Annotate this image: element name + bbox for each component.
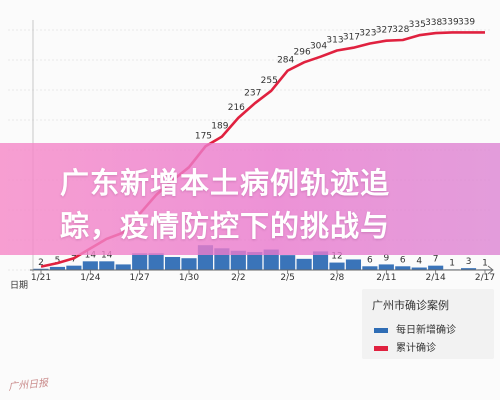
daily-bar [312,251,329,270]
daily-bar [164,256,181,270]
cumulative-label: 328 [392,25,409,35]
daily-bar-label: 2 [38,258,44,268]
daily-bar [148,253,164,270]
x-tick-label: 2/5 [280,273,294,283]
x-tick-label: 2/17 [475,273,495,283]
headline-line-1: 广东新增本土病例轨迹追 [60,166,391,200]
headline-banner [0,143,500,255]
daily-bar [230,250,246,270]
daily-bar [296,258,312,270]
cumulative-label: 296 [294,47,311,57]
daily-bar [66,265,82,270]
cumulative-label: 189 [211,122,228,132]
cumulative-label: 327 [376,26,393,36]
daily-bar-label: 1 [482,258,488,268]
daily-bar [33,268,49,270]
daily-bar-label: 14 [85,250,97,260]
daily-bar [49,266,66,270]
daily-bar-label: 12 [331,252,342,262]
cumulative-label: 339 [458,17,475,27]
daily-bar-label: 5 [55,256,61,266]
x-tick-label: 1/27 [130,273,150,283]
legend-item-cumulative: 累计确诊 [374,339,436,354]
daily-bar [362,266,378,270]
cumulative-label: 216 [228,103,245,113]
legend-swatch-daily [374,327,388,333]
daily-bar-label: 9 [383,253,389,263]
legend-swatch-cumulative [374,345,388,351]
daily-bar-label: 6 [367,255,373,265]
daily-bar-label: 1 [449,258,455,268]
cumulative-label: 175 [195,131,212,141]
cumulative-label: 323 [359,29,376,39]
headline-line-2: 踪，疫情防控下的挑战与 [60,209,391,243]
daily-bar [395,266,411,270]
cumulative-label: 338 [425,18,442,28]
daily-bar [82,261,98,270]
x-axis-arrow [487,265,494,275]
daily-bar [181,258,197,270]
daily-bar [345,259,362,270]
daily-bar-label: 4 [416,257,422,267]
daily-bar-label: 7 [71,255,77,265]
daily-bar [378,264,394,270]
legend-item-daily: 每日新增确诊 [374,321,456,336]
daily-bar-label: 3 [466,257,472,267]
x-tick-label: 2/11 [376,273,396,283]
legend-title: 广州市确诊案例 [372,299,449,312]
daily-bar-label: 7 [433,255,439,265]
daily-bar [460,268,477,270]
x-tick-label: 2/2 [231,273,245,283]
daily-bar-label: 14 [101,250,113,260]
legend-label-cumulative: 累计确诊 [396,343,436,354]
cumulative-label: 335 [409,20,426,30]
cumulative-label: 255 [261,76,278,86]
cumulative-label: 339 [442,17,459,27]
cumulative-label: 237 [244,88,261,98]
headline-text: 广东新增本土病例轨迹追 踪，疫情防控下的挑战与 [60,162,490,248]
daily-bar-label: 6 [400,255,406,265]
chart-legend: 广州市确诊案例 每日新增确诊 累计确诊 [362,289,494,359]
cumulative-label: 304 [310,42,327,52]
legend-label-daily: 每日新增确诊 [396,325,456,336]
daily-bar [115,264,131,270]
daily-bar [247,252,263,270]
x-tick-label: 2/14 [426,273,446,283]
daily-bar [428,265,444,270]
daily-bar [280,255,296,270]
x-tick-label: 2/8 [330,273,345,283]
daily-bar [132,253,148,270]
x-axis-title: 日期 [10,280,28,291]
daily-bar [99,261,115,270]
cumulative-label: 284 [277,56,294,66]
x-tick-label: 1/21 [31,273,51,283]
cumulative-label: 317 [343,33,360,43]
cumulative-label: 313 [326,35,343,45]
daily-bar [329,262,345,270]
x-tick-label: 1/24 [80,273,100,283]
x-tick-label: 1/30 [179,273,199,283]
daily-bar [411,267,427,270]
